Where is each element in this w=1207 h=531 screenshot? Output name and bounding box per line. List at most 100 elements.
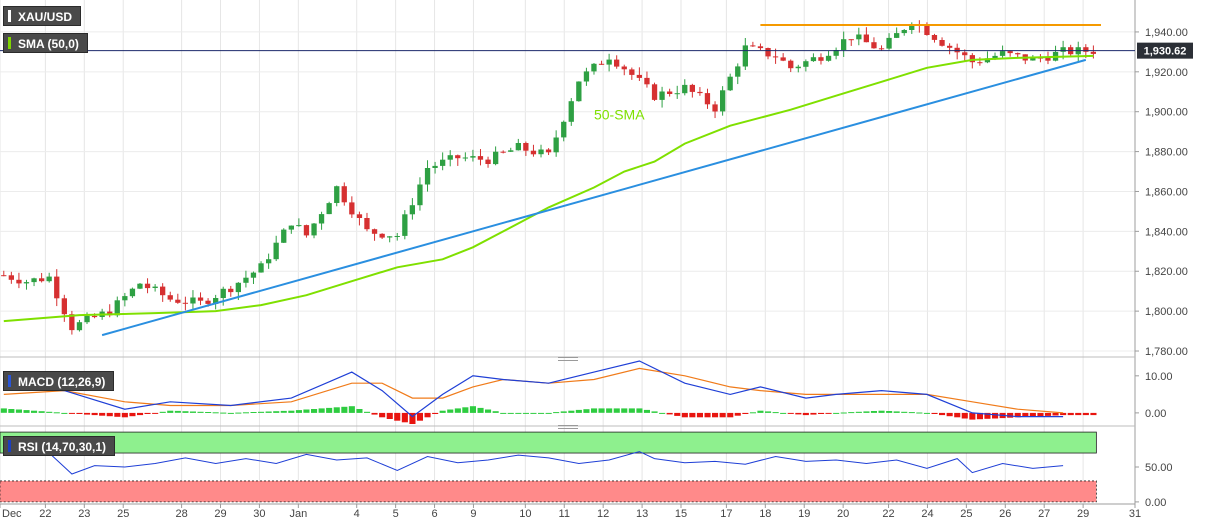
candle-body (818, 57, 824, 61)
time-tick-label: 6 (431, 508, 437, 520)
macd-histogram-bar (432, 412, 439, 414)
macd-histogram-bar (696, 412, 703, 418)
candle-body (440, 159, 446, 166)
candle-body (523, 143, 529, 151)
candle-body (129, 288, 136, 297)
macd-tag[interactable]: MACD (12,26,9) (3, 371, 115, 391)
candle-body (1030, 57, 1036, 61)
rsi-tick-label: 50.00 (1145, 462, 1173, 474)
symbol-tag[interactable]: XAU/USD (3, 6, 82, 26)
macd-histogram-bar (598, 408, 605, 413)
macd-histogram-bar (31, 410, 38, 413)
candle-body (39, 278, 45, 282)
candle-body (266, 259, 272, 264)
candle-body (780, 57, 786, 61)
macd-histogram-bar (757, 410, 764, 413)
macd-histogram-bar (492, 411, 499, 413)
macd-histogram-bar (364, 411, 371, 413)
macd-line (3, 360, 1064, 418)
macd-histogram-bar (84, 412, 91, 415)
sma-tag[interactable]: SMA (50,0) (3, 33, 88, 53)
macd-histogram-bar (462, 407, 469, 413)
symbol-marker (8, 10, 11, 22)
macd-histogram-bar (318, 408, 325, 413)
macd-histogram-bar (273, 411, 280, 413)
candle-body (235, 282, 241, 293)
macd-tick-label: 10.00 (1145, 371, 1173, 383)
macd-histogram-bar (500, 412, 507, 414)
candle-body (750, 45, 756, 47)
candle-body (228, 288, 234, 293)
rsi-line (3, 451, 1064, 475)
sma-line (3, 54, 1094, 323)
candle-body (167, 295, 173, 300)
macd-histogram-bar (643, 409, 650, 413)
candle-body (197, 297, 204, 301)
candle-body (409, 205, 415, 215)
candle-body (31, 278, 37, 283)
time-tick-label: 15 (675, 508, 687, 520)
macd-histogram-bar (666, 412, 673, 415)
macd-histogram-bar (1052, 412, 1059, 416)
macd-histogram-bar (144, 412, 151, 414)
candle-body (568, 101, 574, 122)
candle-body (477, 156, 484, 160)
candle-body (137, 283, 143, 289)
candle-body (614, 59, 620, 67)
macd-histogram-bar (553, 412, 560, 414)
candle-body (984, 58, 991, 63)
price-tick-label: 1,780.00 (1145, 346, 1188, 358)
macd-histogram-bar (288, 410, 295, 413)
macd-histogram-bar (205, 412, 212, 413)
candle-body (379, 233, 385, 238)
macd-histogram (0, 406, 1097, 424)
macd-histogram-bar (0, 408, 7, 413)
candle-body (841, 39, 847, 50)
pane-divider-rsi[interactable] (0, 424, 1135, 430)
macd-histogram-bar (1060, 412, 1067, 416)
candle-body (364, 218, 370, 230)
macd-tick-label: 0.00 (1145, 408, 1166, 420)
candle-body (667, 91, 673, 94)
macd-histogram-bar (992, 412, 999, 419)
macd-histogram-bar (227, 412, 234, 414)
candle-body (250, 272, 257, 278)
macd-histogram-bar (802, 412, 809, 416)
price-tick-label: 1,940.00 (1145, 27, 1188, 39)
candle-body (583, 71, 590, 82)
candle-body (651, 84, 658, 100)
candle-body (303, 225, 310, 236)
macd-histogram-bar (659, 412, 666, 414)
time-tick-label: 27 (1038, 508, 1050, 520)
macd-histogram-bar (886, 411, 893, 413)
macd-histogram-bar (189, 411, 196, 413)
macd-histogram-bar (53, 412, 60, 414)
macd-histogram-bar (870, 411, 877, 413)
pane-divider-macd[interactable] (0, 356, 1135, 362)
macd-label: MACD (12,26,9) (18, 375, 106, 389)
candle-body (432, 165, 438, 168)
macd-histogram-bar (878, 410, 885, 413)
candle-body (462, 157, 468, 159)
macd-histogram-bar (439, 410, 446, 413)
macd-histogram-bar (106, 412, 113, 417)
macd-histogram-bar (326, 407, 333, 413)
macd-histogram-bar (99, 412, 106, 416)
macd-histogram-bar (954, 412, 961, 418)
candle-body (326, 203, 332, 215)
candle-body (757, 46, 764, 49)
macd-histogram-bar (1082, 412, 1089, 416)
macd-histogram-bar (969, 412, 976, 420)
rsi-tag[interactable]: RSI (14,70,30,1) (3, 436, 116, 456)
candle-body (561, 121, 567, 138)
candle-body (175, 299, 181, 303)
candle-body (825, 55, 832, 61)
price-tick-label: 1,840.00 (1145, 226, 1188, 238)
candle-body (288, 225, 294, 230)
sma-color-marker (8, 37, 11, 49)
candle-body (810, 57, 817, 62)
candle-body (795, 66, 801, 69)
candle-body (1, 275, 7, 277)
time-tick-label: Jan (289, 508, 307, 520)
